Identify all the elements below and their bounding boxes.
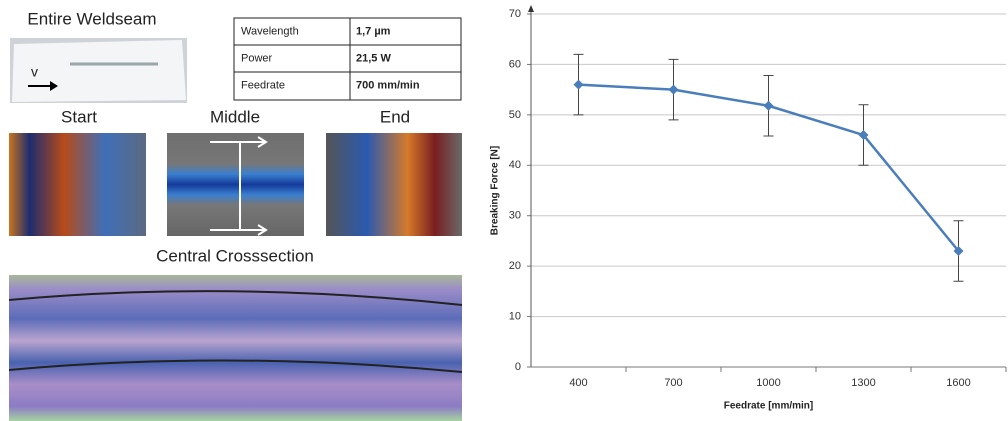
sample <box>12 40 186 102</box>
y-tick-label: 60 <box>509 58 521 70</box>
table-cell: 700 mm/min <box>356 79 420 91</box>
y-tick-label: 40 <box>509 159 521 171</box>
position-label: Middle <box>210 107 260 126</box>
panel-title: Entire Weldseam <box>27 9 156 28</box>
y-tick-label: 30 <box>509 210 521 222</box>
x-tick-label: 1600 <box>946 377 970 389</box>
position-label: End <box>380 107 410 126</box>
x-axis-label: Feedrate [mm/min] <box>724 401 813 412</box>
x-tick-label: 700 <box>664 377 682 389</box>
crosssection-title: Central Crosssection <box>156 246 314 265</box>
end-photo <box>326 133 462 236</box>
y-axis-label: Breaking Force [N] <box>490 146 501 235</box>
y-axis-arrow <box>528 5 534 12</box>
middle-photo <box>167 133 304 236</box>
x-tick-label: 1300 <box>851 377 875 389</box>
y-tick-label: 20 <box>509 260 521 272</box>
marker <box>574 80 584 90</box>
table-cell: Power <box>241 52 273 64</box>
table-cell: 21,5 W <box>356 52 391 64</box>
direction-label: v <box>31 64 38 80</box>
table-cell: 1,7 µm <box>356 25 391 37</box>
start-photo <box>9 133 146 236</box>
table-cell: Wavelength <box>241 25 299 37</box>
marker <box>764 101 774 111</box>
marker <box>669 85 679 95</box>
x-tick-label: 400 <box>569 377 587 389</box>
position-label: Start <box>61 107 97 126</box>
y-tick-label: 70 <box>509 8 521 20</box>
y-tick-label: 10 <box>509 310 521 322</box>
y-tick-label: 50 <box>509 109 521 121</box>
page: Entire Weldseam v Central Crosssection S… <box>0 0 1008 421</box>
crosssection-photo <box>9 275 462 421</box>
y-tick-label: 0 <box>515 361 521 373</box>
x-tick-label: 1000 <box>756 377 780 389</box>
table-cell: Feedrate <box>241 79 285 91</box>
